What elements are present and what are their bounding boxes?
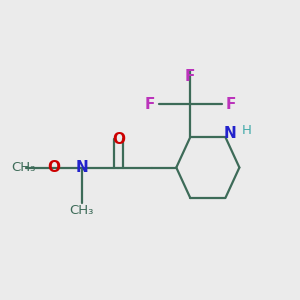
Text: CH₃: CH₃ (70, 204, 94, 217)
Text: F: F (144, 97, 154, 112)
Text: O: O (112, 132, 125, 147)
Text: F: F (226, 97, 236, 112)
Text: H: H (242, 124, 252, 137)
Text: N: N (75, 160, 88, 175)
Text: O: O (47, 160, 60, 175)
Text: F: F (185, 69, 196, 84)
Text: N: N (223, 126, 236, 141)
Text: CH₃: CH₃ (12, 161, 36, 174)
